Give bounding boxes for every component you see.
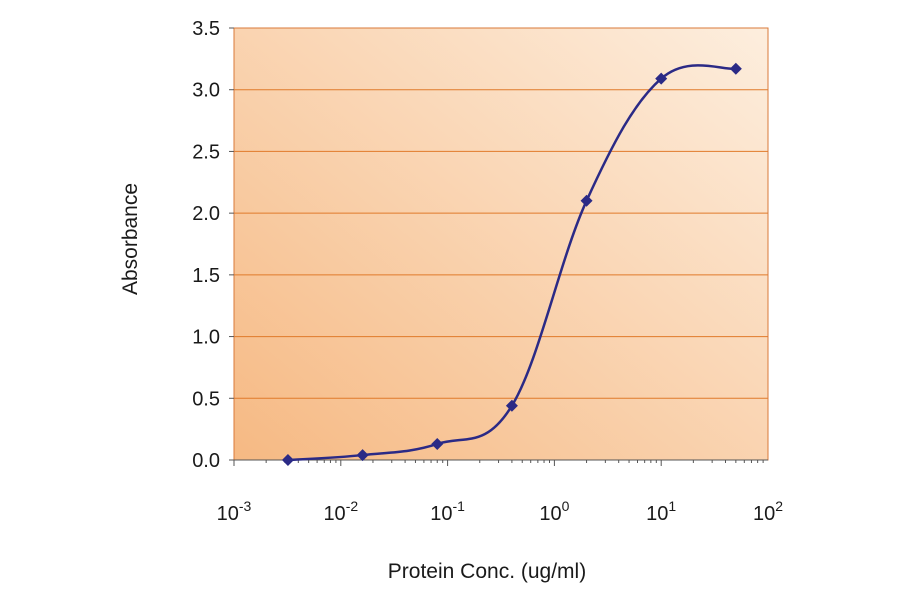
x-tick-label: 102 <box>753 498 783 525</box>
plot-area <box>234 28 768 460</box>
x-tick-label-exponent: -3 <box>239 498 252 514</box>
x-tick-label: 10-2 <box>323 498 358 525</box>
data-point <box>655 72 668 85</box>
x-tick-label-base: 10 <box>539 503 561 525</box>
x-tick-label-base: 10 <box>646 503 668 525</box>
x-tick-label-exponent: 1 <box>668 498 676 514</box>
x-axis-title: Protein Conc. (ug/ml) <box>388 560 586 583</box>
y-tick-label: 2.0 <box>192 203 220 225</box>
data-point <box>431 437 444 450</box>
y-tick-label: 0.0 <box>192 450 220 472</box>
data-point <box>505 399 518 412</box>
x-tick-label-base: 10 <box>753 503 775 525</box>
x-tick-label-base: 10 <box>217 503 239 525</box>
data-point <box>580 194 593 207</box>
x-tick-label: 10-3 <box>217 498 252 525</box>
x-tick-label-exponent: 2 <box>775 498 783 514</box>
y-tick-label: 1.5 <box>192 265 220 287</box>
x-tick-label-exponent: -2 <box>346 498 359 514</box>
data-point <box>729 62 742 75</box>
x-tick-label-base: 10 <box>430 503 452 525</box>
gridlines <box>234 89 768 399</box>
y-tick-label: 1.0 <box>192 327 220 349</box>
y-tick-label: 0.5 <box>192 388 220 410</box>
y-axis-title: Absorbance <box>119 183 142 295</box>
data-point <box>356 449 369 462</box>
y-tick-label: 3.0 <box>192 80 220 102</box>
data-point <box>281 454 294 466</box>
x-tick-label-base: 10 <box>323 503 345 525</box>
x-tick-label: 10-1 <box>430 498 465 525</box>
x-tick-label: 100 <box>539 498 569 525</box>
y-axis: 0.0 0.5 1.0 1.5 2.0 2.5 3.0 3.5 <box>192 18 234 472</box>
x-tick-label-exponent: -1 <box>452 498 465 514</box>
y-tick-label: 2.5 <box>192 141 220 163</box>
y-tick-label: 3.5 <box>192 18 220 40</box>
x-tick-label-exponent: 0 <box>562 498 570 514</box>
x-tick-label: 101 <box>646 498 676 525</box>
data-markers <box>281 62 742 466</box>
x-axis: 10-3 10-2 10-1 100 101 102 <box>217 459 783 525</box>
